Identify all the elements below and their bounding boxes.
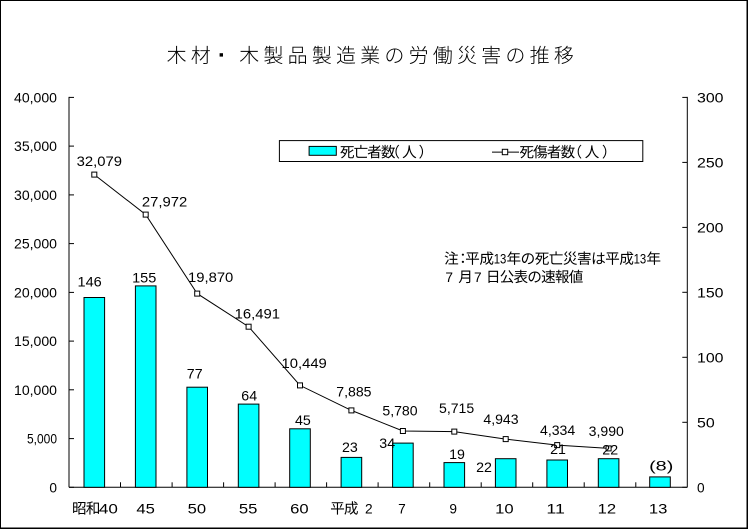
svg-text:10,449: 10,449 (282, 356, 327, 371)
svg-text:5,000: 5,000 (27, 432, 57, 447)
svg-text:146: 146 (78, 274, 103, 289)
svg-text:19: 19 (449, 447, 465, 462)
svg-text:10: 10 (495, 502, 514, 517)
svg-text:(8): (8) (649, 459, 673, 474)
svg-text:100: 100 (697, 350, 724, 365)
svg-text:22: 22 (476, 460, 492, 475)
svg-text:15,000: 15,000 (14, 334, 57, 349)
svg-text:20,000: 20,000 (14, 285, 57, 300)
svg-text:77: 77 (187, 366, 203, 381)
svg-text:55: 55 (239, 502, 258, 517)
svg-text:0: 0 (697, 480, 705, 495)
svg-text:4,334: 4,334 (540, 423, 576, 438)
svg-text:40: 40 (99, 502, 118, 517)
svg-text:64: 64 (241, 388, 257, 403)
svg-text:22: 22 (602, 443, 618, 458)
svg-text:300: 300 (697, 90, 724, 105)
svg-text:4,943: 4,943 (483, 412, 519, 427)
svg-text:30,000: 30,000 (14, 188, 57, 203)
svg-text:10,000: 10,000 (14, 383, 57, 398)
svg-text:16,491: 16,491 (235, 307, 280, 322)
svg-text:25,000: 25,000 (14, 237, 57, 252)
svg-text:21: 21 (550, 442, 566, 457)
svg-text:60: 60 (290, 502, 309, 517)
svg-text:9: 9 (449, 502, 457, 517)
svg-text:45: 45 (295, 413, 311, 428)
svg-text:11: 11 (546, 502, 565, 517)
svg-text:0: 0 (49, 480, 57, 495)
svg-text:250: 250 (697, 155, 724, 170)
svg-text:155: 155 (132, 271, 157, 286)
svg-text:27,972: 27,972 (142, 194, 187, 209)
svg-text:13: 13 (634, 252, 647, 267)
svg-text:34: 34 (379, 436, 395, 451)
svg-text:150: 150 (697, 285, 724, 300)
svg-text:19,870: 19,870 (188, 270, 234, 285)
svg-text:7: 7 (398, 502, 406, 517)
svg-text:2: 2 (365, 502, 373, 517)
svg-text:5,715: 5,715 (439, 401, 475, 416)
svg-text:200: 200 (697, 220, 724, 235)
svg-text:3,990: 3,990 (589, 424, 625, 439)
svg-text:35,000: 35,000 (14, 139, 57, 154)
svg-text:13: 13 (494, 252, 507, 267)
svg-text:13: 13 (649, 502, 668, 517)
svg-text:5,780: 5,780 (382, 404, 418, 419)
svg-text:7: 7 (474, 270, 482, 285)
svg-text:23: 23 (342, 440, 358, 455)
svg-text:12: 12 (598, 502, 617, 517)
svg-text:45: 45 (136, 502, 155, 517)
svg-text:7,885: 7,885 (336, 384, 372, 399)
svg-text:50: 50 (697, 415, 715, 430)
svg-text:50: 50 (188, 502, 207, 517)
svg-text:32,079: 32,079 (77, 154, 122, 169)
svg-text:40,000: 40,000 (14, 90, 57, 105)
svg-text:7: 7 (445, 270, 453, 285)
